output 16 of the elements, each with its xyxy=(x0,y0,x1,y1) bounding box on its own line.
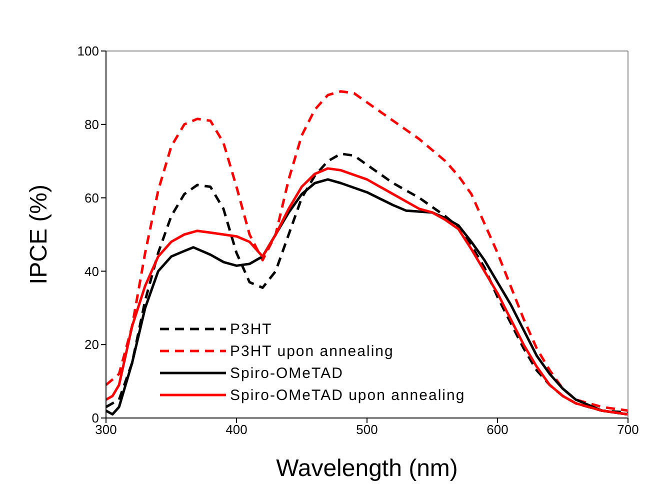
x-axis-title: Wavelength (nm) xyxy=(276,455,458,482)
legend-label: Spiro-OMeTAD xyxy=(230,364,344,382)
line-series xyxy=(106,90,628,412)
x-tick-label: 600 xyxy=(486,422,508,438)
y-tick-label: 40 xyxy=(84,264,99,279)
y-tick-label: 20 xyxy=(84,337,99,352)
y-tick-label: 60 xyxy=(84,190,99,206)
y-axis-title: IPCE (%) xyxy=(26,184,53,285)
x-tick-label: 400 xyxy=(226,422,248,438)
y-tick-label: 100 xyxy=(77,44,99,59)
legend-label: P3HT upon annealing xyxy=(230,342,394,360)
x-tick-label: 700 xyxy=(617,422,639,438)
legend-label: Spiro-OMeTAD upon annealing xyxy=(230,386,466,404)
y-tick-label: 80 xyxy=(84,117,99,132)
x-tick-label: 500 xyxy=(356,422,378,438)
legend-label: P3HT xyxy=(230,320,272,338)
